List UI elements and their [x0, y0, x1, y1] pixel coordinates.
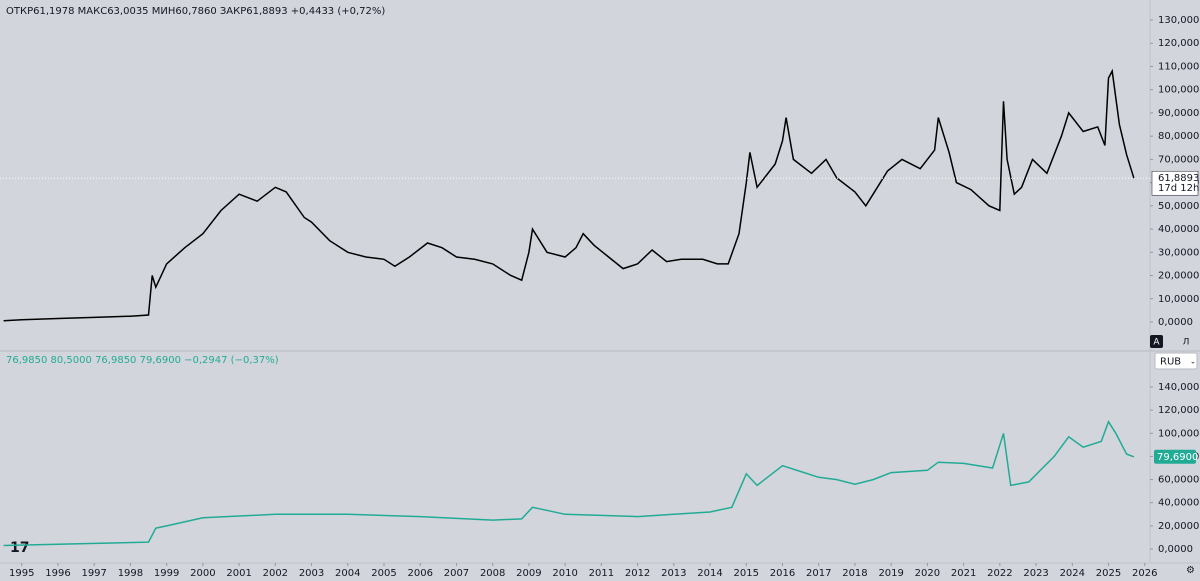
x-tick-label: 2018 [842, 568, 867, 579]
ohlc-header: ОТКР61,1978 МАКС63,0035 МИН60,7860 ЗАКР6… [6, 6, 385, 17]
ohlc-header: 76,9850 80,5000 76,9850 79,6900 −0,2947 … [6, 355, 279, 366]
y-tick-label: 40,0000 [1158, 224, 1199, 235]
x-tick-label: 2026 [1132, 568, 1157, 579]
x-tick-label: 2008 [480, 568, 505, 579]
y-tick-label: 60,0000 [1158, 475, 1199, 486]
x-tick-label: 2003 [299, 568, 324, 579]
price-label: 79,6900 [1157, 452, 1198, 463]
price-badge [1154, 449, 1196, 464]
y-tick-label: 100,0000 [1158, 428, 1200, 439]
x-tick-label: 2017 [806, 568, 831, 579]
x-tick-label: 2010 [552, 568, 577, 579]
x-tick-label: 2009 [516, 568, 541, 579]
x-tick-label: 2000 [190, 568, 215, 579]
y-tick-label: 100,0000 [1158, 85, 1200, 96]
price-label: 61,8893 [1158, 173, 1199, 184]
price-line [3, 68, 1135, 322]
x-tick-label: 2016 [770, 568, 795, 579]
x-tick-label: 2011 [589, 568, 614, 579]
x-tick-label: 1999 [154, 568, 179, 579]
x-tick-label: 2007 [444, 568, 469, 579]
y-tick-label: 120,0000 [1158, 405, 1200, 416]
y-tick-label: 90,0000 [1158, 108, 1199, 119]
settings-icon[interactable]: ⚙ [1186, 565, 1195, 576]
x-tick-label: 2023 [1023, 568, 1048, 579]
x-tick-label: 2013 [661, 568, 686, 579]
price-line [3, 420, 1135, 547]
y-tick-label: 130,0000 [1158, 15, 1200, 26]
y-tick-label: 140,0000 [1158, 382, 1200, 393]
y-tick-label: 110,0000 [1158, 61, 1200, 72]
y-tick-label: 10,0000 [1158, 294, 1199, 305]
y-tick-label: 20,0000 [1158, 521, 1199, 532]
x-tick-label: 2025 [1096, 568, 1121, 579]
price-badge [1151, 170, 1199, 196]
y-tick-label: 0,0000 [1158, 317, 1193, 328]
x-tick-label: 2022 [987, 568, 1012, 579]
x-tick-label: 2012 [625, 568, 650, 579]
x-tick-label: 2015 [734, 568, 759, 579]
x-tick-label: 1996 [45, 568, 70, 579]
x-tick-label: 1995 [9, 568, 34, 579]
y-tick-label: 80,0000 [1158, 131, 1199, 142]
y-tick-label: 70,0000 [1158, 154, 1199, 165]
x-tick-label: 2004 [335, 568, 360, 579]
y-tick-label: 50,0000 [1158, 201, 1199, 212]
x-tick-label: 2001 [226, 568, 251, 579]
x-tick-label: 2005 [371, 568, 396, 579]
x-tick-label: 2019 [878, 568, 903, 579]
y-tick-label: 0,0000 [1158, 544, 1193, 555]
y-tick-label: 40,0000 [1158, 498, 1199, 509]
x-tick-label: 2014 [697, 568, 722, 579]
currency-label: RUB [1160, 357, 1181, 368]
dropdown-arrow: ⌄ [1190, 358, 1196, 366]
auto-scale-button[interactable] [1150, 335, 1163, 348]
auto-scale-label: A [1153, 338, 1160, 348]
currency-selector[interactable] [1154, 352, 1198, 370]
x-tick-label: 2002 [263, 568, 288, 579]
x-tick-label: 2024 [1060, 568, 1085, 579]
y-tick-label: 30,0000 [1158, 247, 1199, 258]
x-tick-label: 1997 [81, 568, 106, 579]
logo: 17 [10, 540, 29, 556]
x-tick-label: 2020 [915, 568, 940, 579]
countdown-label: 17d 12h [1158, 183, 1199, 194]
x-tick-label: 1998 [118, 568, 143, 579]
y-tick-label: 20,0000 [1158, 271, 1199, 282]
x-tick-label: 2021 [951, 568, 976, 579]
x-tick-label: 2006 [407, 568, 432, 579]
log-scale-button[interactable]: Л [1183, 338, 1190, 348]
y-tick-label: 120,0000 [1158, 38, 1200, 49]
